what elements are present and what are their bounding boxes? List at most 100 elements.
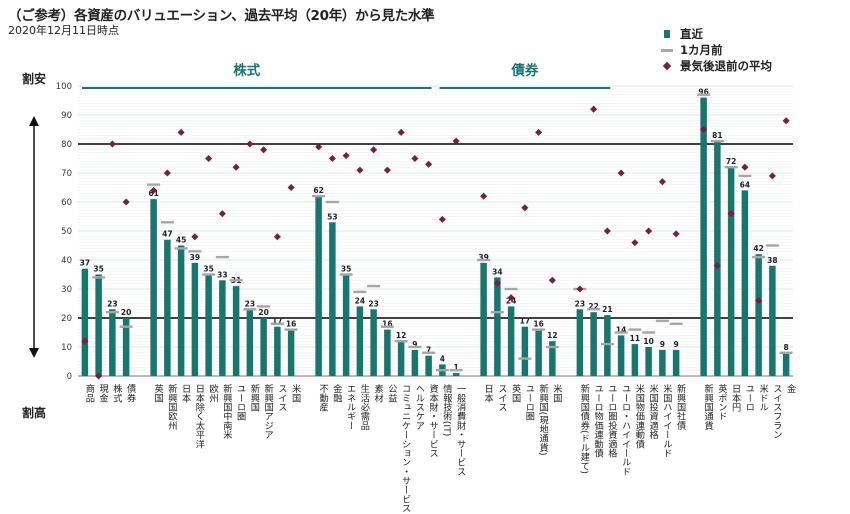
- y-tick-label: 20: [61, 314, 72, 324]
- dash-one-month-ago: [697, 93, 711, 96]
- data-label: 47: [162, 230, 172, 239]
- bar-latest: [246, 309, 254, 376]
- category-label: ユーロ・ハイイールド: [620, 384, 632, 476]
- y-tick-label: 0: [67, 372, 72, 382]
- dash-one-month-ago: [257, 305, 271, 308]
- y-tick-label: 60: [61, 198, 72, 208]
- data-label: 21: [602, 305, 612, 314]
- legend-dash-swatch: [660, 48, 674, 52]
- category-label: 新興国アジア: [262, 383, 274, 439]
- bar-latest: [590, 312, 597, 376]
- category-label: 米国物価連動債: [633, 383, 645, 449]
- data-label: 34: [492, 267, 502, 276]
- diamond-pre-recession-average: [342, 152, 350, 160]
- bar-latest: [617, 335, 625, 376]
- dash-one-month-ago: [532, 328, 546, 331]
- bar-latest: [411, 349, 419, 376]
- bar-latest: [397, 341, 405, 376]
- bar-latest: [109, 309, 116, 376]
- legend-bar-swatch: [660, 30, 674, 38]
- diamond-pre-recession-average: [370, 146, 378, 154]
- bar-latest: [205, 274, 212, 376]
- category-label: 商品: [83, 383, 95, 403]
- data-label: 17: [520, 317, 530, 326]
- diamond-pre-recession-average: [535, 128, 543, 136]
- bar-latest: [122, 318, 130, 376]
- bar-latest: [219, 280, 226, 376]
- diamond-pre-recession-average: [122, 198, 130, 206]
- data-label: 9: [412, 340, 417, 349]
- diamond-pre-recession-average: [315, 143, 323, 151]
- y-tick-label: 40: [61, 256, 72, 266]
- category-label: 不動産: [317, 384, 329, 412]
- dash-one-month-ago: [779, 351, 793, 354]
- dash-one-month-ago: [380, 325, 394, 328]
- data-label: 64: [740, 180, 750, 189]
- dash-one-month-ago: [339, 273, 353, 276]
- dash-one-month-ago: [160, 221, 174, 224]
- category-label: 新興国債券(ドル建て): [578, 383, 590, 474]
- data-label: 20: [121, 308, 131, 317]
- category-label: 米国ハイイールド: [661, 383, 673, 458]
- diamond-pre-recession-average: [397, 128, 405, 136]
- bar-latest: [631, 344, 639, 376]
- chart-title: （ご参考）各資産のバリュエーション、過去平均（20年）から見た水準: [8, 8, 435, 24]
- bar-latest: [507, 306, 515, 376]
- legend-label: 景気後退前の平均: [680, 59, 772, 73]
- data-label: 23: [575, 299, 585, 308]
- data-label: 35: [203, 265, 213, 274]
- diamond-pre-recession-average: [177, 128, 185, 136]
- legend-item-pre-recession-average: 景気後退前の平均: [660, 58, 772, 74]
- category-label: スイス: [276, 384, 288, 412]
- data-label: 37: [80, 259, 90, 268]
- data-label: 22: [588, 302, 598, 311]
- y-tick-label: 30: [61, 285, 72, 295]
- data-label: 35: [93, 265, 103, 274]
- diamond-pre-recession-average: [521, 204, 529, 212]
- dash-one-month-ago: [518, 357, 532, 360]
- bar-latest: [714, 141, 721, 376]
- bar-latest: [741, 190, 749, 376]
- data-label: 23: [368, 299, 378, 308]
- data-label: 10: [643, 337, 653, 346]
- legend-label: 直近: [680, 27, 703, 41]
- dash-one-month-ago: [408, 345, 422, 349]
- data-label: 39: [190, 253, 200, 262]
- diamond-pre-recession-average: [658, 178, 666, 186]
- dash-one-month-ago: [312, 195, 326, 198]
- category-label: 日本除く太平洋: [193, 384, 205, 449]
- category-label: 日本: [482, 384, 494, 403]
- category-label: 米国: [290, 383, 302, 403]
- dash-one-month-ago: [765, 244, 779, 247]
- data-label: 11: [630, 334, 640, 343]
- cheap-label: 割安: [22, 72, 47, 86]
- category-label: 生活必需品: [358, 383, 370, 431]
- category-label: ユーロ: [743, 384, 755, 412]
- bar-latest: [700, 97, 707, 376]
- category-label: 新興国中南米: [221, 383, 233, 440]
- data-label: 45: [176, 236, 186, 245]
- diamond-pre-recession-average: [425, 160, 433, 168]
- bar-latest: [191, 262, 199, 376]
- category-label: 金融: [331, 383, 343, 403]
- bar-latest: [672, 349, 680, 376]
- diamond-pre-recession-average: [493, 279, 501, 287]
- bar-latest: [727, 167, 735, 376]
- category-label: ユーロ物価連動債: [592, 384, 604, 458]
- diamond-pre-recession-average: [383, 166, 391, 174]
- bar-latest: [232, 286, 240, 376]
- data-label: 33: [217, 270, 227, 279]
- category-label: コミュニケーション・サービス: [400, 384, 412, 513]
- dash-one-month-ago: [655, 319, 669, 323]
- dash-one-month-ago: [92, 276, 106, 279]
- category-label: 日本円: [730, 384, 742, 412]
- category-label: 公益: [386, 384, 398, 402]
- bar-latest: [287, 329, 295, 376]
- chart-subtitle: 2020年12月11日時点: [8, 24, 119, 37]
- bar-latest: [755, 254, 762, 376]
- data-label: 38: [767, 256, 777, 265]
- category-label: 日本: [180, 384, 192, 403]
- category-label: 英国: [510, 383, 522, 403]
- dash-one-month-ago: [202, 273, 216, 276]
- diamond-pre-recession-average: [782, 117, 790, 125]
